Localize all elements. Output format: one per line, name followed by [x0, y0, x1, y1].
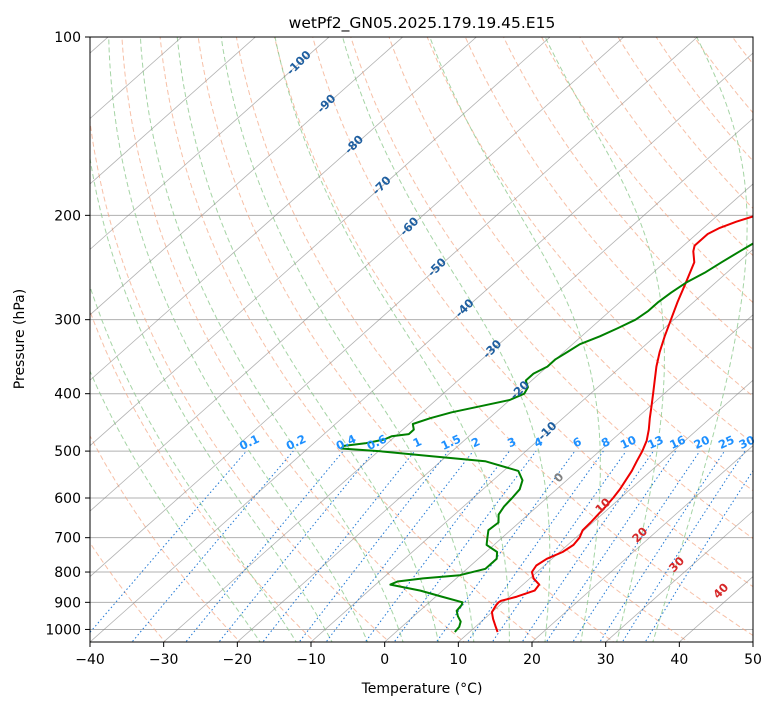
- mixing-ratio-line: [621, 450, 746, 642]
- mixing-ratio-line: [572, 450, 701, 642]
- mixing-ratio-label: 13: [645, 433, 665, 452]
- dry-adiabat: [90, 309, 316, 642]
- dry-adiabat: [464, 37, 753, 397]
- isotherm: [90, 37, 404, 316]
- y-tick-label: 800: [54, 565, 81, 581]
- isotherm: [457, 379, 753, 642]
- x-tick-label: 10: [449, 652, 467, 668]
- y-tick-label: 400: [54, 387, 81, 403]
- moist-adiabat: [274, 37, 510, 642]
- mixing-ratio-line: [521, 450, 654, 642]
- moist-adiabat: [220, 37, 475, 642]
- dry-adiabat: [312, 37, 753, 588]
- isotherm: [90, 37, 330, 250]
- x-tick-label: 30: [597, 652, 615, 668]
- mixing-ratio-line: [599, 450, 725, 642]
- x-tick-label: 40: [670, 652, 688, 668]
- y-tick-label: 200: [54, 208, 81, 224]
- plot-frame: [89, 36, 754, 643]
- y-tick-label: 600: [54, 491, 81, 507]
- mixing-ratio-line: [545, 450, 677, 642]
- isotherm: [163, 117, 753, 642]
- x-tick-label: −20: [223, 652, 253, 668]
- mixing-ratio-label: 16: [667, 433, 687, 452]
- y-axis-label: Pressure (hPa): [12, 289, 28, 389]
- x-tick-label: 20: [523, 652, 541, 668]
- mixing-ratio-line: [325, 450, 474, 642]
- dry-adiabat: [90, 434, 241, 642]
- moist-adiabat: [108, 37, 369, 642]
- isotherm: [384, 314, 753, 642]
- temperature-profile-line: [490, 215, 753, 633]
- dry-adiabat: [388, 37, 753, 492]
- x-tick-label: −10: [296, 652, 326, 668]
- x-tick-label: 50: [744, 652, 762, 668]
- y-tick-label: 700: [54, 531, 81, 547]
- mixing-ratio-line: [218, 450, 375, 642]
- mixing-ratio-line: [185, 450, 344, 642]
- y-tick-label: 100: [54, 30, 81, 46]
- moist-adiabat: [90, 155, 333, 642]
- reference-lines: [90, 37, 753, 642]
- moist-adiabat: [429, 37, 601, 642]
- dewpoint-profile-line: [340, 242, 753, 633]
- x-axis-label: Temperature (°C): [361, 681, 483, 697]
- isotherm: [90, 52, 753, 642]
- sounding-profiles: [340, 215, 753, 633]
- y-tick-label: 500: [54, 444, 81, 460]
- isotherm: [90, 37, 477, 381]
- isotherm: [90, 37, 256, 185]
- mixing-ratio-label: 10: [618, 433, 638, 452]
- moist-adiabat: [544, 37, 665, 642]
- isotherm: [90, 37, 698, 578]
- dry-adiabat: [235, 37, 690, 642]
- moist-adiabat: [90, 369, 261, 642]
- mixing-ratio-line: [90, 450, 247, 634]
- moist-adiabat: [90, 284, 297, 642]
- isotherm: [236, 183, 753, 642]
- isotherm: [310, 248, 753, 642]
- isotherm: [605, 510, 753, 642]
- mixing-ratio-line: [644, 469, 753, 642]
- dry-adiabat: [197, 37, 615, 642]
- mixing-ratio-label: 25: [716, 433, 736, 452]
- mixing-ratio-line: [262, 450, 416, 642]
- dry-adiabat: [159, 37, 540, 642]
- x-tick-label: −40: [75, 652, 105, 668]
- chart-title: wetPf2_GN05.2025.179.19.45.E15: [289, 14, 556, 33]
- x-axis-ticks: −40 −30 −20 −10 0 10 20 30 40 50: [75, 642, 762, 668]
- moist-adiabat: [652, 37, 748, 642]
- isotherm: [90, 37, 551, 447]
- mixing-ratio-line: [435, 450, 576, 642]
- isotherm: [90, 37, 625, 512]
- moist-adiabat: [176, 37, 440, 642]
- y-tick-label: 900: [54, 595, 81, 611]
- dry-adiabat: [121, 37, 465, 642]
- mixing-ratio-line: [298, 450, 449, 642]
- y-tick-label: 300: [54, 313, 81, 329]
- mixing-ratio-line: [491, 450, 627, 642]
- mixing-ratio-line: [466, 450, 604, 642]
- mixing-ratio-label: 20: [691, 433, 711, 452]
- dry-adiabat: [541, 37, 753, 304]
- isotherm: [531, 445, 753, 642]
- x-tick-label: −30: [149, 652, 179, 668]
- y-axis-ticks: 100 200 300 400 500 600 700 800 900 1000: [45, 30, 90, 638]
- y-tick-label: 1000: [45, 622, 81, 638]
- moist-adiabat: [342, 37, 551, 642]
- mixing-ratio-line: [393, 450, 537, 642]
- mixing-ratio-label: 30: [737, 433, 757, 452]
- x-tick-label: 0: [380, 652, 389, 668]
- dry-adiabat: [273, 37, 753, 637]
